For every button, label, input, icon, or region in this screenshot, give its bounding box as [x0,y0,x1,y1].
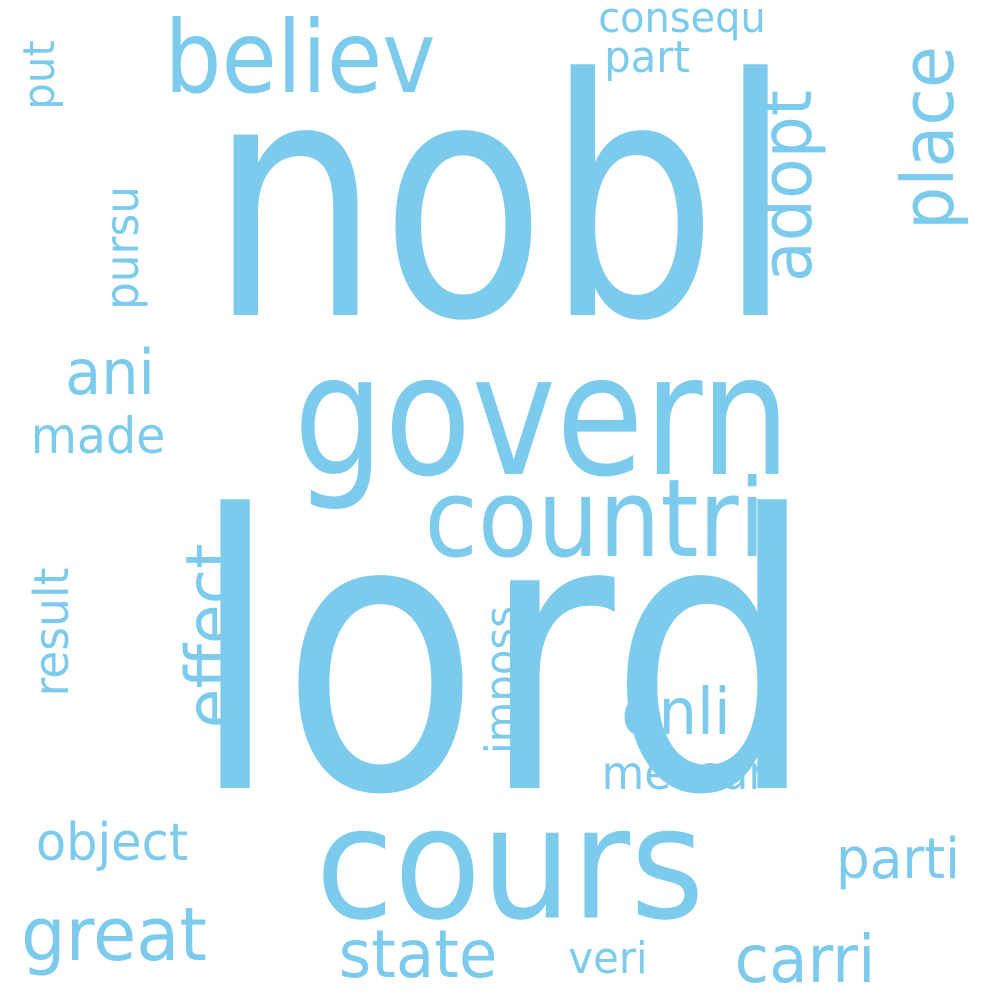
word-pursu: pursu [95,186,149,310]
word-lord: lord [189,435,817,878]
word-imposs: imposs [476,605,527,755]
word-made: made [30,407,166,465]
word-nobl: nobl [208,9,794,393]
word-place: place [886,45,970,231]
word-onli: onli [621,676,731,750]
word-state: state [338,916,498,993]
word-measur: measur [601,746,767,800]
word-result: result [24,567,80,697]
word-consequ: consequ [598,0,766,42]
word-object: object [35,813,189,873]
word-adopt: adopt [746,90,828,282]
word-veri: veri [568,933,648,984]
word-parti: parti [836,827,960,892]
word-effect: effect [172,543,251,729]
word-carri: carri [734,921,876,998]
word-part: part [604,32,690,83]
word-great: great [21,892,207,978]
word-put: put [14,40,65,110]
word-countri: countri [424,457,766,582]
word-ani: ani [65,336,155,409]
word-believ: believ [164,0,436,116]
word-govern: govern [293,318,791,514]
word-cours: cours [315,773,705,955]
